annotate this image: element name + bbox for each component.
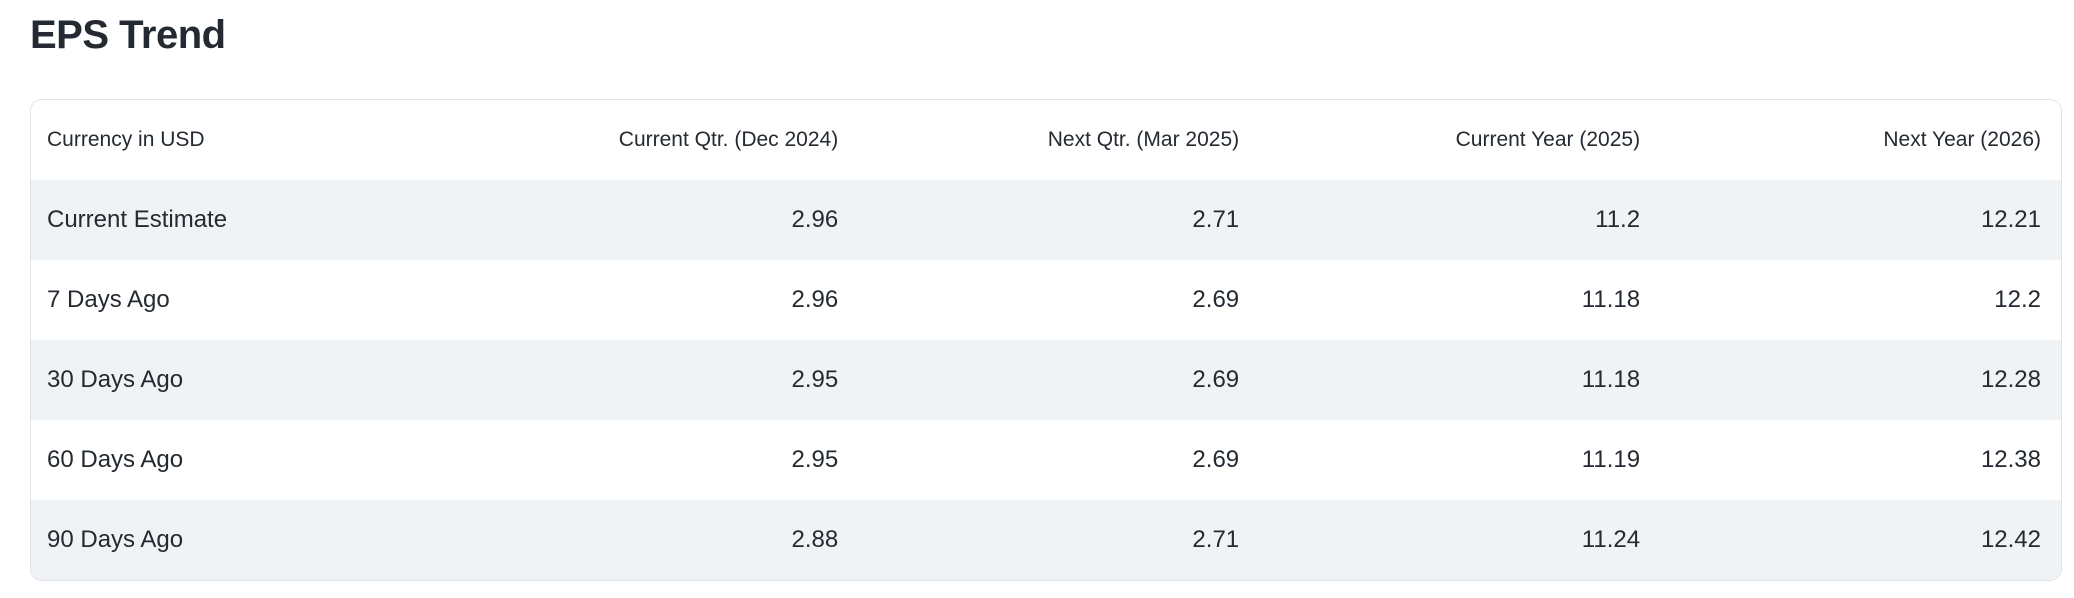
eps-value-cell: 12.28 <box>1980 366 2041 393</box>
eps-value-cell: 12.21 <box>1980 206 2041 233</box>
column-header-current-qtr: Current Qtr. (Dec 2024) <box>618 128 839 151</box>
eps-value-cell: 11.19 <box>1581 446 1641 473</box>
eps-value-cell: 11.18 <box>1581 366 1641 393</box>
eps-value-cell: 12.2 <box>1994 286 2041 313</box>
column-header-current-year: Current Year (2025) <box>1455 128 1641 151</box>
table-header-row: Currency in USD Current Qtr. (Dec 2024) … <box>31 100 2061 180</box>
eps-value-cell: 2.95 <box>791 366 839 393</box>
table-row: Current Estimate 2.96 2.71 11.2 12.21 <box>31 180 2061 260</box>
eps-value-cell: 2.71 <box>1192 526 1240 553</box>
eps-value-cell: 11.24 <box>1581 526 1641 553</box>
eps-value-cell: 2.96 <box>791 206 839 233</box>
eps-value-cell: 11.2 <box>1595 206 1641 233</box>
eps-value-cell: 2.96 <box>791 286 839 313</box>
eps-value-cell: 2.71 <box>1192 206 1240 233</box>
eps-value-cell: 2.95 <box>791 446 839 473</box>
eps-value-cell: 2.69 <box>1192 366 1240 393</box>
eps-value-cell: 11.18 <box>1581 286 1641 313</box>
eps-value-cell: 12.38 <box>1980 446 2041 473</box>
row-label: 60 Days Ago <box>47 446 184 473</box>
row-label: Current Estimate <box>47 206 228 233</box>
table-row: 90 Days Ago 2.88 2.71 11.24 12.42 <box>31 500 2061 580</box>
eps-value-cell: 2.88 <box>791 526 839 553</box>
row-label: 90 Days Ago <box>47 526 184 553</box>
eps-trend-card: Currency in USD Current Qtr. (Dec 2024) … <box>30 99 2062 581</box>
table-row: 30 Days Ago 2.95 2.69 11.18 12.28 <box>31 340 2061 420</box>
section-title: EPS Trend <box>30 13 226 57</box>
column-header-next-year: Next Year (2026) <box>1883 128 2041 151</box>
row-label: 7 Days Ago <box>47 286 170 313</box>
table-row: 7 Days Ago 2.96 2.69 11.18 12.2 <box>31 260 2061 340</box>
eps-value-cell: 2.69 <box>1192 286 1240 313</box>
column-header-currency: Currency in USD <box>47 128 205 151</box>
table-body: Current Estimate 2.96 2.71 11.2 12.21 7 Days … <box>31 180 2061 580</box>
column-header-next-qtr: Next Qtr. (Mar 2025) <box>1047 128 1240 151</box>
eps-value-cell: 12.42 <box>1980 526 2041 553</box>
eps-value-cell: 2.69 <box>1192 446 1240 473</box>
table-header: Currency in USD Current Qtr. (Dec 2024) … <box>31 100 2061 180</box>
row-label: 30 Days Ago <box>47 366 184 393</box>
table-row: 60 Days Ago 2.95 2.69 11.19 12.38 <box>31 420 2061 500</box>
eps-trend-table: Currency in USD Current Qtr. (Dec 2024) … <box>31 100 2061 580</box>
